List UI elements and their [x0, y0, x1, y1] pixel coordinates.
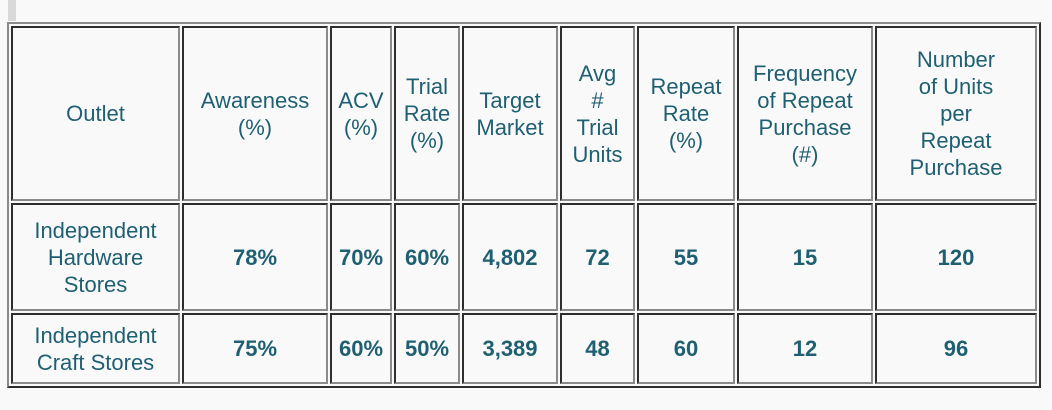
header-cell-units-per-repeat: Number of Units per Repeat Purchase [875, 26, 1037, 201]
scrollbar-thumb[interactable] [8, 0, 16, 21]
header-cell-repeat-rate: Repeat Rate (%) [637, 26, 735, 201]
header-cell-trial-rate: Trial Rate (%) [394, 26, 460, 201]
cell-trial-rate: 60% [394, 203, 460, 311]
cell-trial-rate: 50% [394, 313, 460, 384]
header-cell-outlet: Outlet [11, 26, 180, 201]
cell-target-market: 3,389 [462, 313, 558, 384]
header-cell-target-market: Target Market [462, 26, 558, 201]
header-cell-avg-trial-units: Avg # Trial Units [560, 26, 635, 201]
header-cell-awareness: Awareness (%) [182, 26, 328, 201]
cell-units-per-repeat: 120 [875, 203, 1037, 311]
cell-repeat-rate: 55 [637, 203, 735, 311]
cell-units-per-repeat: 96 [875, 313, 1037, 384]
cell-target-market: 4,802 [462, 203, 558, 311]
cell-outlet-name: Independent Hardware Stores [11, 203, 180, 311]
header-cell-freq-repeat-purchase: Frequency of Repeat Purchase (#) [737, 26, 873, 201]
cell-freq-repeat-purchase: 12 [737, 313, 873, 384]
header-row: Outlet Awareness (%) ACV (%) Trial Rate … [11, 26, 1037, 201]
cell-repeat-rate: 60 [637, 313, 735, 384]
table-row-hardware-stores: Independent Hardware Stores 78% 70% 60% … [11, 203, 1037, 311]
cell-awareness: 78% [182, 203, 328, 311]
table-row-craft-stores: Independent Craft Stores 75% 60% 50% 3,3… [11, 313, 1037, 384]
cell-acv: 60% [330, 313, 392, 384]
cell-freq-repeat-purchase: 15 [737, 203, 873, 311]
cell-awareness: 75% [182, 313, 328, 384]
cell-outlet-name: Independent Craft Stores [11, 313, 180, 384]
outlet-metrics-table: Outlet Awareness (%) ACV (%) Trial Rate … [7, 22, 1041, 388]
cell-avg-trial-units: 72 [560, 203, 635, 311]
header-cell-acv: ACV (%) [330, 26, 392, 201]
cell-avg-trial-units: 48 [560, 313, 635, 384]
cell-acv: 70% [330, 203, 392, 311]
